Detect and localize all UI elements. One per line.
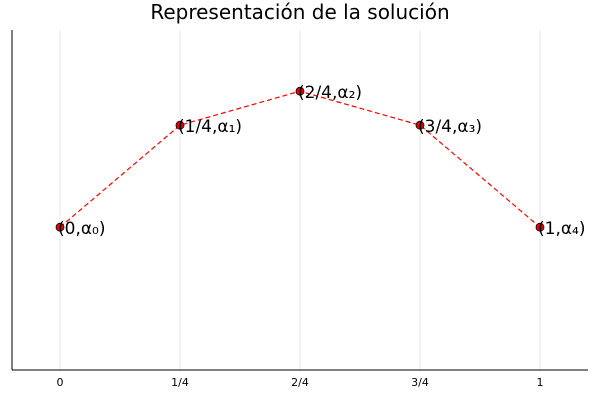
x-tick-label: 0 (57, 376, 64, 389)
x-tick-labels: 0 1/4 2/4 3/4 1 (57, 376, 544, 389)
point-label: (2/4,α₂) (298, 83, 362, 103)
point-label: (1,α₄) (538, 219, 586, 239)
data-point-marker (415, 120, 425, 130)
chart-title: Representación de la solución (150, 0, 449, 24)
x-tick-label: 1 (537, 376, 544, 389)
x-tick-label: 3/4 (411, 376, 429, 389)
x-tick-label: 1/4 (171, 376, 189, 389)
data-point-marker (175, 120, 185, 130)
series-layer (55, 86, 545, 232)
point-label: (3/4,α₃) (418, 117, 482, 137)
x-tick-label: 2/4 (291, 376, 309, 389)
data-point-marker (535, 222, 545, 232)
data-point-marker (295, 86, 305, 96)
point-labels: (0,α₀) (1/4,α₁) (2/4,α₂) (3/4,α₃) (1,α₄) (58, 83, 586, 239)
grid-layer (59, 30, 541, 370)
point-label: (0,α₀) (58, 219, 106, 239)
point-label: (1/4,α₁) (178, 117, 242, 137)
data-point-marker (55, 222, 65, 232)
